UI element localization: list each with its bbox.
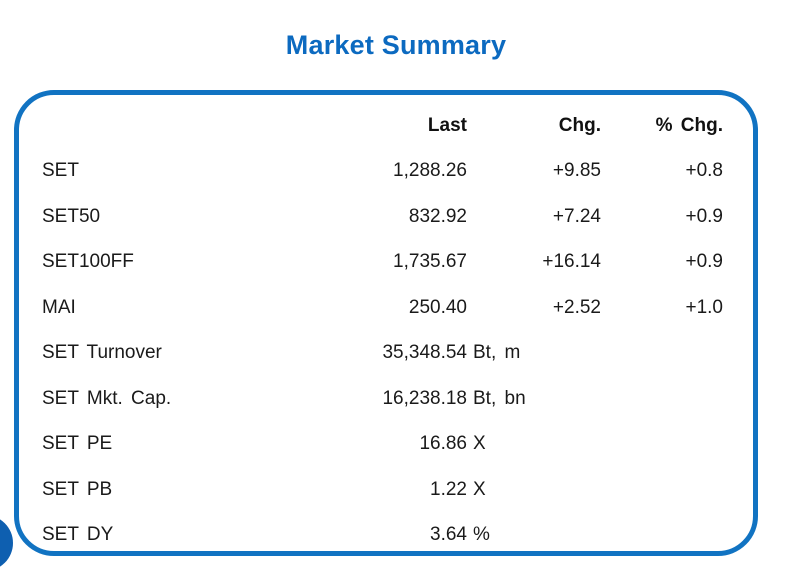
cell-unit: Bt, m <box>473 342 521 364</box>
page-title: Market Summary <box>285 30 507 60</box>
table-row: MAI 250.40 +2.52 +1.0 <box>19 285 753 331</box>
cell-chg-value: +16.14 <box>542 251 601 273</box>
row-label: SET50 <box>42 205 101 227</box>
table-row: SET PE 16.86 X <box>19 422 753 468</box>
row-label: SET100FF <box>42 251 134 273</box>
summary-table: Last Chg. % Chg. SET 1,288.26 +9.85 +0.8… <box>19 95 753 558</box>
table-row: SET DY 3.64 % <box>19 513 753 559</box>
cell-last-value: 1,735.67 <box>393 251 467 273</box>
cell-unit: X <box>473 478 486 500</box>
table-row: SET100FF 1,735.67 +16.14 +0.9 <box>19 240 753 286</box>
decorative-corner-circle <box>0 515 13 571</box>
cell-last-value: 3.64 <box>430 524 467 546</box>
cell-last-value: 35,348.54 <box>382 342 467 364</box>
cell-last-value: 832.92 <box>408 205 467 227</box>
table-header-row: Last Chg. % Chg. <box>19 103 753 149</box>
table-row: SET 1,288.26 +9.85 +0.8 <box>19 149 753 195</box>
cell-last-value: 16,238.18 <box>382 387 467 409</box>
table-row: SET PB 1.22 X <box>19 467 753 513</box>
column-header-last: Last <box>427 114 467 136</box>
row-label: MAI <box>42 296 76 318</box>
summary-table-panel: Last Chg. % Chg. SET 1,288.26 +9.85 +0.8… <box>14 90 758 556</box>
cell-pct-chg-value: +0.9 <box>685 205 723 227</box>
column-header-chg: Chg. <box>558 114 601 136</box>
cell-last-value: 1,288.26 <box>393 160 467 182</box>
cell-last-value: 16.86 <box>419 433 467 455</box>
cell-unit: % <box>473 524 490 546</box>
row-label: SET Turnover <box>42 342 162 364</box>
cell-chg-value: +7.24 <box>552 205 601 227</box>
cell-unit: Bt, bn <box>473 387 526 409</box>
cell-pct-chg-value: +0.8 <box>685 160 723 182</box>
cell-pct-chg-value: +0.9 <box>685 251 723 273</box>
row-label: SET <box>42 160 79 182</box>
cell-last-value: 250.40 <box>408 296 467 318</box>
row-label: SET DY <box>42 524 114 546</box>
cell-pct-chg-value: +1.0 <box>685 296 723 318</box>
row-label: SET PB <box>42 478 113 500</box>
row-label: SET Mkt. Cap. <box>42 387 172 409</box>
table-row: SET Turnover 35,348.54 Bt, m <box>19 331 753 377</box>
cell-unit: X <box>473 433 486 455</box>
table-row: SET50 832.92 +7.24 +0.9 <box>19 194 753 240</box>
cell-last-value: 1.22 <box>430 478 467 500</box>
table-body: SET 1,288.26 +9.85 +0.8 SET50 832.92 +7.… <box>19 149 753 559</box>
column-header-pct-chg: % Chg. <box>655 114 723 136</box>
cell-chg-value: +2.52 <box>552 296 601 318</box>
cell-chg-value: +9.85 <box>552 160 601 182</box>
row-label: SET PE <box>42 433 113 455</box>
table-row: SET Mkt. Cap. 16,238.18 Bt, bn <box>19 376 753 422</box>
